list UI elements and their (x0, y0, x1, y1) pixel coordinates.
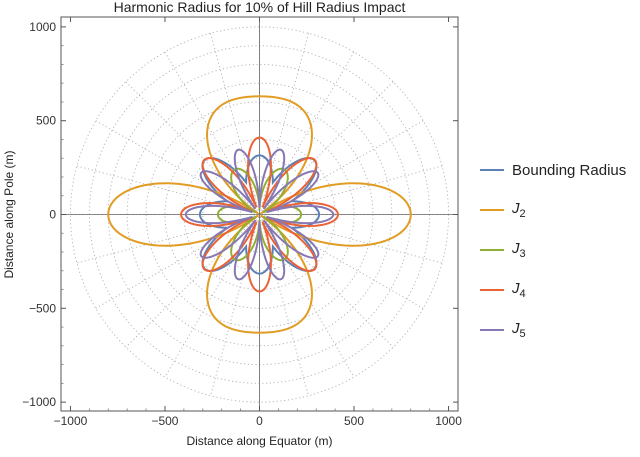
x-tick-label: −1000 (54, 414, 88, 428)
y-tick-label: −500 (29, 301, 56, 315)
legend-swatch (480, 249, 504, 251)
series-group (107, 95, 412, 334)
legend-swatch (480, 209, 504, 211)
chart-legend: Bounding Radius J2 J3 J4 J5 (480, 150, 638, 350)
legend-label: J3 (512, 240, 526, 260)
legend-label: J2 (512, 200, 526, 220)
legend-swatch (480, 289, 504, 291)
legend-item: Bounding Radius (480, 150, 638, 190)
legend-item: J4 (480, 270, 638, 310)
x-tick-label: −500 (151, 414, 178, 428)
legend-label-subscript: 2 (519, 208, 526, 220)
legend-label-subscript: 4 (519, 288, 526, 300)
y-axis-label: Distance along Pole (m) (2, 150, 16, 278)
series-line-j2 (107, 95, 412, 334)
y-tick-label: −1000 (22, 395, 56, 409)
chart-title: Harmonic Radius for 10% of Hill Radius I… (114, 0, 406, 15)
legend-label: J5 (512, 320, 526, 340)
legend-label: Bounding Radius (512, 161, 627, 179)
legend-label-main: J (512, 240, 520, 257)
legend-label-main: J (512, 280, 520, 297)
series-line-bounding-radius (198, 154, 321, 275)
x-axis-label: Distance along Equator (m) (186, 434, 332, 448)
x-tick-label: 1000 (435, 414, 462, 428)
legend-label-subscript: 5 (519, 328, 526, 340)
legend-item: J5 (480, 310, 638, 350)
x-tick-label: 500 (344, 414, 364, 428)
x-tick-label: 0 (256, 414, 263, 428)
series-line-j5 (184, 148, 335, 281)
series-line-j3 (216, 167, 303, 262)
legend-label: J4 (512, 280, 526, 300)
legend-label-main: J (512, 320, 520, 337)
y-tick-label: 500 (36, 114, 56, 128)
legend-item: J2 (480, 190, 638, 230)
legend-swatch (480, 329, 504, 331)
y-tick-label: 1000 (29, 20, 56, 34)
legend-swatch (480, 169, 504, 171)
legend-label-subscript: 3 (519, 248, 526, 260)
legend-item: J3 (480, 230, 638, 270)
y-tick-label: 0 (49, 208, 56, 222)
legend-label-main: J (512, 200, 520, 217)
